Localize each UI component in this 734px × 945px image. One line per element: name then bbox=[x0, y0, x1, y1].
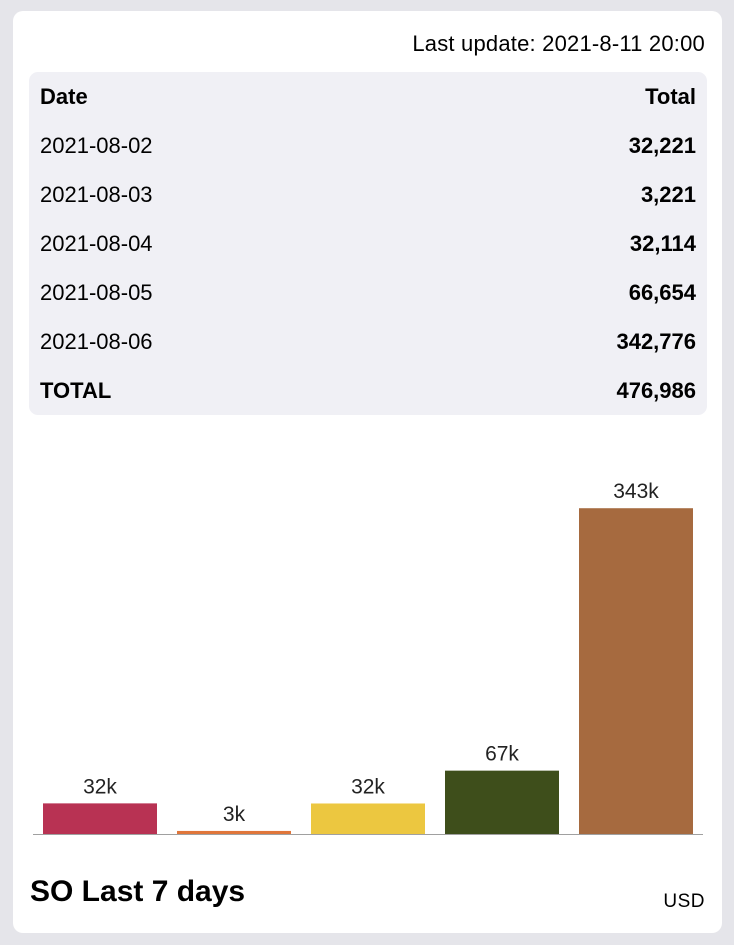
row-total: 32,221 bbox=[628, 133, 696, 158]
bar-value-label: 3k bbox=[223, 803, 246, 826]
table-total-row: TOTAL 476,986 bbox=[40, 376, 696, 406]
table-header-row: Date Total bbox=[40, 82, 696, 112]
bar-chart-svg: 32k 3k 32k 67k 343k bbox=[33, 480, 703, 835]
total-value: 476,986 bbox=[616, 378, 696, 403]
column-header-total: Total bbox=[645, 84, 696, 109]
table-row: 2021-08-04 32,114 bbox=[40, 229, 696, 259]
table-row: 2021-08-02 32,221 bbox=[40, 131, 696, 161]
currency-unit: USD bbox=[663, 891, 705, 912]
row-total: 342,776 bbox=[616, 329, 696, 354]
row-total: 3,221 bbox=[640, 182, 696, 207]
sales-table: Date Total 2021-08-02 32,221 2021-08-03 … bbox=[29, 72, 707, 415]
bar-value-label: 343k bbox=[613, 480, 659, 503]
table-row: 2021-08-03 3,221 bbox=[40, 180, 696, 210]
total-label: TOTAL bbox=[40, 378, 112, 403]
sales-widget-card: Last update: 2021-8-11 20:00 Date Total … bbox=[13, 11, 722, 933]
bar-2021-08-05 bbox=[445, 770, 559, 834]
bar-value-label: 67k bbox=[485, 743, 519, 766]
table-row: 2021-08-05 66,654 bbox=[40, 278, 696, 308]
chart-title: SO Last 7 days bbox=[30, 875, 246, 908]
bar-chart: 32k 3k 32k 67k 343k bbox=[13, 11, 722, 933]
row-date: 2021-08-02 bbox=[40, 133, 153, 158]
row-date: 2021-08-04 bbox=[40, 231, 153, 256]
row-date: 2021-08-03 bbox=[40, 182, 153, 207]
row-date: 2021-08-05 bbox=[40, 280, 153, 305]
table-row: 2021-08-06 342,776 bbox=[40, 327, 696, 357]
bar-2021-08-03 bbox=[177, 830, 291, 834]
bar-value-label: 32k bbox=[83, 775, 117, 798]
bar-2021-08-04 bbox=[311, 803, 425, 834]
bar-value-label: 32k bbox=[351, 775, 385, 798]
row-date: 2021-08-06 bbox=[40, 329, 153, 354]
row-total: 66,654 bbox=[628, 280, 696, 305]
last-update-text: Last update: 2021-8-11 20:00 bbox=[412, 31, 705, 56]
column-header-date: Date bbox=[40, 84, 88, 109]
bar-2021-08-02 bbox=[43, 803, 157, 834]
row-total: 32,114 bbox=[629, 231, 696, 256]
bar-2021-08-06 bbox=[579, 508, 693, 834]
